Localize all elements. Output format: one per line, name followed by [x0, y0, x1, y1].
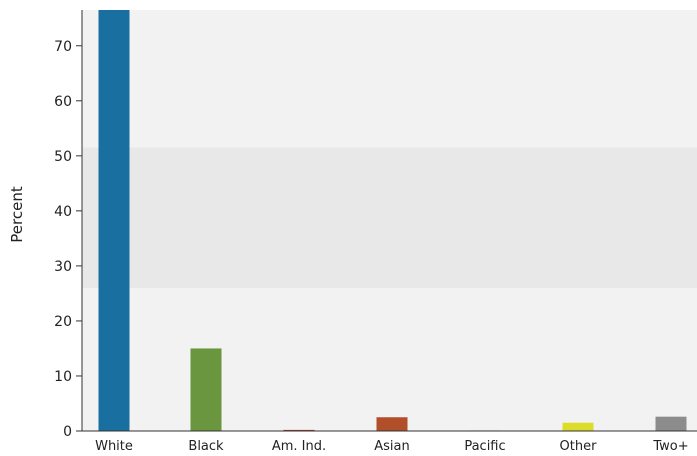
y-tick-label: 60 [54, 94, 72, 110]
bar-asian [376, 417, 408, 431]
x-tick-label: White [95, 439, 133, 454]
bar-am-ind [283, 429, 315, 431]
x-tick-label: Pacific [464, 439, 505, 454]
y-axis-ticks: 0 10 20 30 40 50 60 70 [54, 39, 82, 440]
x-tick-label: Other [560, 439, 598, 454]
y-tick-label: 20 [54, 314, 72, 330]
highlight-band [82, 147, 697, 288]
bar-white [98, 10, 130, 431]
x-tick-label: Am. Ind. [272, 439, 326, 454]
bar-two [655, 416, 687, 431]
y-tick-label: 70 [54, 39, 72, 55]
x-tick-label: Black [188, 439, 224, 454]
x-axis-labels: White Black Am. Ind. Asian Pacific Other Two+ [95, 439, 689, 454]
y-tick-label: 10 [54, 369, 72, 385]
bar-series [98, 10, 687, 431]
y-tick-label: 30 [54, 259, 72, 275]
y-tick-label: 0 [63, 424, 72, 440]
y-axis-title: Percent [8, 186, 26, 243]
y-tick-label: 50 [54, 149, 72, 165]
bar-other [562, 422, 594, 431]
bar-black [190, 348, 222, 431]
x-tick-label: Two+ [652, 439, 688, 454]
x-tick-label: Asian [374, 439, 409, 454]
y-tick-label: 40 [54, 204, 72, 220]
